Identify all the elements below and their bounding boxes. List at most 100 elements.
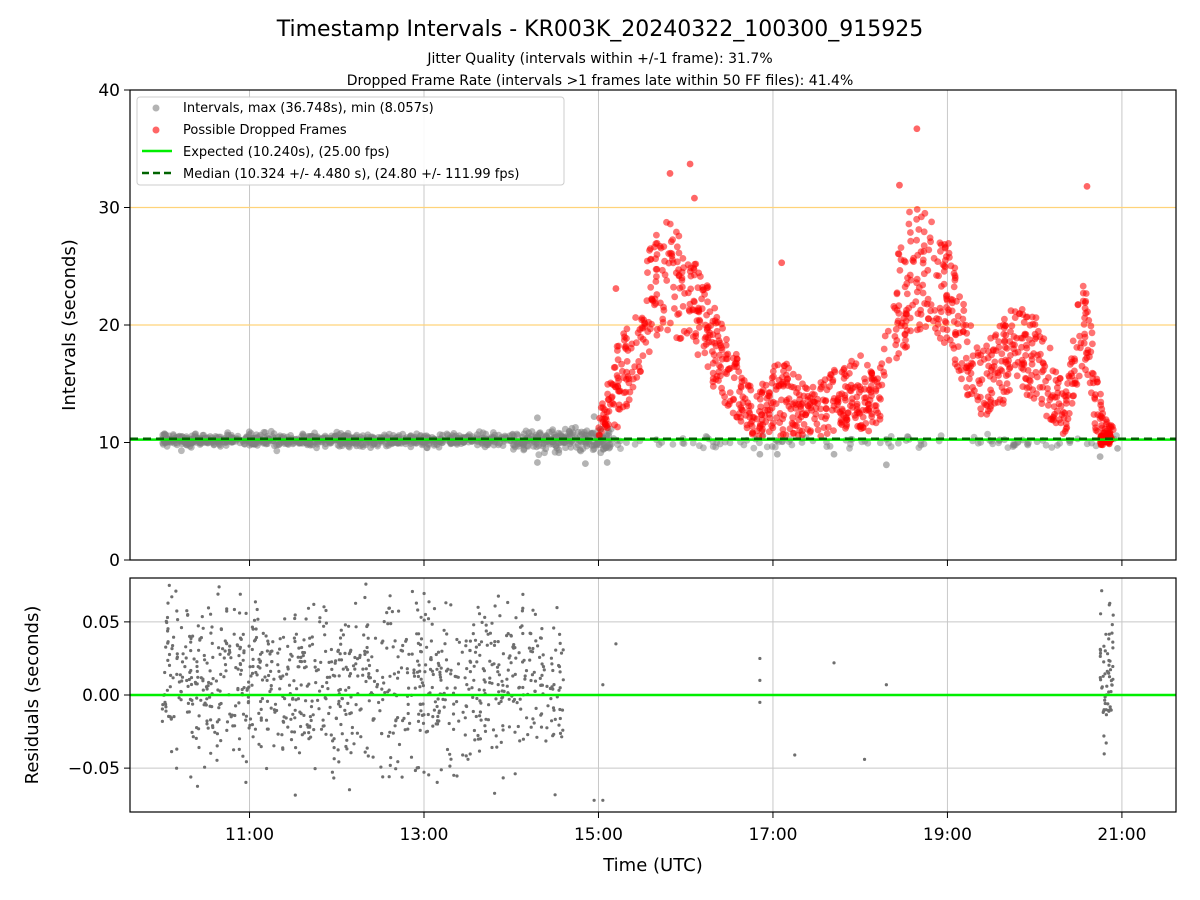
residual-point <box>264 718 269 722</box>
dropped-frame-point <box>625 375 633 383</box>
residual-point <box>260 697 264 701</box>
residual-point <box>496 683 500 687</box>
dropped-frame-point <box>1071 355 1078 363</box>
residual-point <box>309 718 313 723</box>
dropped-frame-point <box>698 295 705 303</box>
residual-point <box>540 712 544 716</box>
dropped-frame-point <box>1019 334 1026 342</box>
dropped-frame-point <box>847 381 855 389</box>
residual-point <box>339 628 343 632</box>
residual-point <box>508 654 512 658</box>
dropped-frame-point <box>1066 374 1073 381</box>
dropped-frame-point <box>766 414 774 422</box>
residual-point <box>431 724 435 728</box>
residual-point <box>451 712 456 716</box>
dropped-frame-point <box>1041 362 1049 370</box>
residual-point <box>464 704 468 708</box>
dropped-frame-point <box>1109 423 1116 430</box>
dropped-frame-point <box>756 395 764 403</box>
residual-point <box>535 735 539 739</box>
residual-point <box>464 644 468 648</box>
residual-point <box>758 678 762 682</box>
residual-point <box>254 627 258 631</box>
dropped-frame-point <box>647 325 654 333</box>
intervals-y-tick-label: 10 <box>98 434 120 454</box>
residual-point <box>175 609 179 613</box>
dropped-frame-point <box>1103 431 1111 439</box>
residual-point <box>222 675 226 679</box>
residual-point <box>1111 613 1115 617</box>
interval-point <box>590 413 598 421</box>
residual-point <box>1110 623 1114 627</box>
x-tick-label: 19:00 <box>923 825 972 845</box>
dropped-frame-point <box>692 332 700 340</box>
residual-point <box>1107 658 1111 663</box>
residual-point <box>401 719 405 723</box>
residual-point <box>300 645 304 650</box>
dropped-frame-point <box>1038 400 1046 407</box>
residual-point <box>218 652 222 657</box>
residual-point <box>177 680 181 684</box>
residual-point <box>291 712 295 716</box>
residual-point <box>313 665 317 669</box>
residual-point <box>884 683 888 687</box>
residual-point <box>179 698 183 702</box>
residual-point <box>439 768 443 772</box>
residual-point <box>293 716 297 720</box>
dropped-frame-point <box>1097 390 1104 398</box>
residual-point <box>410 589 414 594</box>
interval-point <box>1088 439 1095 447</box>
residual-point <box>444 658 449 662</box>
residual-point <box>257 711 261 716</box>
residual-point <box>485 643 489 647</box>
residual-point <box>346 668 350 672</box>
residual-point <box>403 728 407 732</box>
intervals-y-tick-label: 0 <box>109 551 120 571</box>
dropped-frame-point <box>793 389 800 396</box>
residual-point <box>561 728 565 732</box>
residual-point <box>430 685 434 690</box>
dropped-frame-point <box>1080 339 1088 347</box>
dropped-frame-point <box>668 250 676 257</box>
residual-point <box>442 705 446 709</box>
dropped-frame-point <box>809 390 816 398</box>
residual-point <box>185 678 189 683</box>
dropped-frame-point <box>653 331 661 339</box>
dropped-frame-point <box>854 382 862 389</box>
residual-point <box>1102 644 1106 648</box>
interval-point <box>178 447 185 455</box>
residuals-y-tick-label: 0.00 <box>82 686 120 706</box>
residual-point <box>431 672 435 677</box>
residual-point <box>482 688 486 692</box>
residual-point <box>308 644 312 648</box>
residual-point <box>439 666 443 670</box>
residual-point <box>259 745 263 749</box>
dropped-frame-point <box>861 378 869 386</box>
residual-point <box>1108 668 1113 672</box>
residual-point <box>294 746 298 750</box>
dropped-frame-point <box>1087 322 1095 330</box>
residual-point <box>341 633 345 637</box>
residual-point <box>506 668 510 672</box>
dropped-frame-point <box>917 310 925 318</box>
dropped-frame-point <box>768 404 776 412</box>
dropped-frame-point <box>891 333 899 340</box>
residual-point <box>425 645 429 649</box>
residual-point <box>421 721 426 726</box>
residuals-y-label: Residuals (seconds) <box>22 606 43 785</box>
residual-point <box>337 674 341 678</box>
residual-point <box>216 592 220 596</box>
residual-point <box>420 681 424 685</box>
residual-point <box>196 675 200 679</box>
residual-point <box>336 648 340 652</box>
residual-point <box>363 649 367 654</box>
residual-point <box>1104 741 1108 745</box>
residual-point <box>472 678 476 682</box>
dropped-frame-point <box>694 351 702 359</box>
interval-point <box>887 443 895 450</box>
residual-point <box>483 724 487 728</box>
residual-point <box>191 735 195 739</box>
dropped-frame-point <box>637 333 645 341</box>
dropped-frame-point <box>864 361 871 369</box>
